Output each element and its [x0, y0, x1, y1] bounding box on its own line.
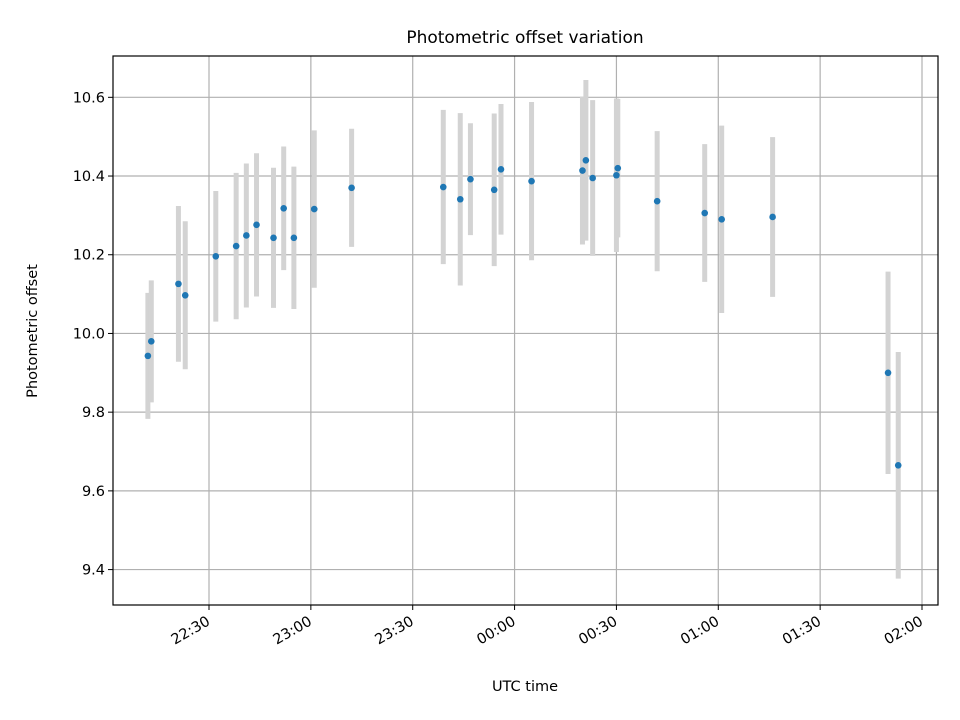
- data-point: [212, 253, 220, 260]
- y-axis-ticks: 9.4 9.6 9.8 10.0 10.2 10.4 10.6: [73, 90, 113, 579]
- data-point: [243, 232, 250, 239]
- data-point: [894, 461, 902, 469]
- data-point: [253, 221, 260, 229]
- y-tick-label: 10.6: [73, 90, 105, 106]
- data-point: [579, 167, 586, 174]
- data-point: [497, 166, 505, 173]
- data-point: [769, 213, 776, 221]
- data-point: [701, 209, 709, 217]
- y-tick-label: 9.8: [82, 405, 105, 421]
- x-axis-label: UTC time: [492, 679, 558, 695]
- data-point: [280, 205, 287, 212]
- chart-title: Photometric offset variation: [406, 28, 643, 48]
- plot-frame: [112, 55, 939, 606]
- data-point: [589, 174, 596, 182]
- y-tick-label: 10.4: [73, 169, 105, 185]
- y-tick-label: 10.2: [73, 248, 105, 264]
- data-point: [884, 369, 892, 377]
- data-point: [290, 234, 298, 242]
- data-point: [582, 156, 590, 164]
- y-tick-label: 10.0: [73, 326, 105, 342]
- data-point: [718, 216, 725, 223]
- data-point: [181, 291, 189, 299]
- data-point: [613, 171, 620, 179]
- data-point: [144, 352, 152, 360]
- data-point: [348, 184, 355, 192]
- data-point: [232, 242, 240, 250]
- data-point: [490, 186, 498, 194]
- data-point: [147, 338, 155, 345]
- data-point: [528, 177, 535, 185]
- data-point: [456, 195, 464, 203]
- data-point: [614, 164, 622, 172]
- data-point: [439, 183, 447, 191]
- data-point: [310, 205, 318, 213]
- y-axis-label: Photometric offset: [25, 264, 41, 398]
- y-tick-label: 9.4: [82, 563, 105, 579]
- data-point: [467, 175, 474, 183]
- data-markers: [144, 156, 902, 469]
- y-tick-label: 9.6: [82, 484, 105, 500]
- data-point: [270, 234, 277, 242]
- data-point: [175, 280, 182, 288]
- data-point: [653, 197, 661, 205]
